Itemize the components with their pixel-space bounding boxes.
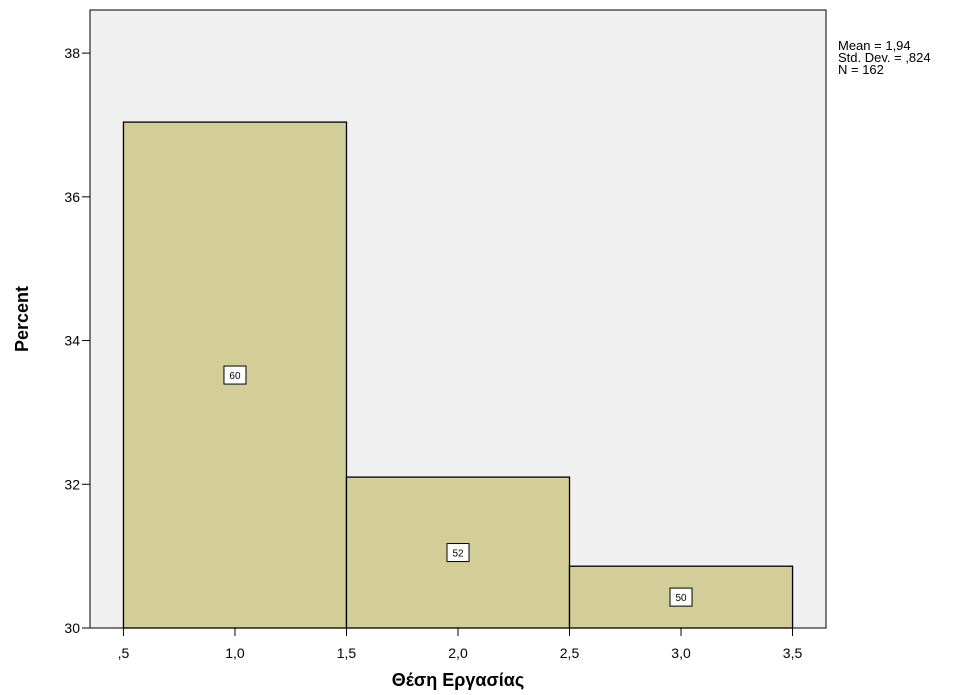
bar-count-box: [669, 587, 693, 607]
bar-count-label: 50: [675, 593, 687, 604]
x-tick-label: 1,0: [225, 645, 245, 661]
x-tick-label: 2,0: [448, 645, 468, 661]
stats-box: Mean = 1,94 Std. Dev. = ,824 N = 162: [838, 38, 931, 77]
stat-mean: Mean = 1,94: [838, 38, 911, 53]
bar-count-label: 60: [229, 371, 241, 382]
y-tick-label: 34: [64, 333, 80, 349]
x-axis-title: Θέση Εργασίας: [392, 670, 524, 690]
x-tick-label: 3,0: [671, 645, 691, 661]
stat-std-dev: Std. Dev. = ,824: [838, 50, 931, 65]
x-tick-label: 2,5: [560, 645, 580, 661]
y-tick-label: 36: [64, 189, 80, 205]
x-tick-label: ,5: [118, 645, 130, 661]
y-axis-title: Percent: [12, 286, 32, 352]
y-tick-label: 38: [64, 45, 80, 61]
bar-count-box: [223, 365, 247, 385]
bar-count-box: [446, 543, 470, 563]
x-tick-label: 1,5: [337, 645, 357, 661]
x-tick-label: 3,5: [783, 645, 803, 661]
x-axis: ,5 1,0 1,5 2,0 2,5 3,0 3,5: [118, 628, 803, 661]
stat-n: N = 162: [838, 62, 884, 77]
y-tick-label: 30: [64, 620, 80, 636]
y-tick-label: 32: [64, 476, 80, 492]
bar-count-label: 52: [452, 549, 464, 560]
y-axis: 30 32 34 36 38: [64, 45, 90, 636]
